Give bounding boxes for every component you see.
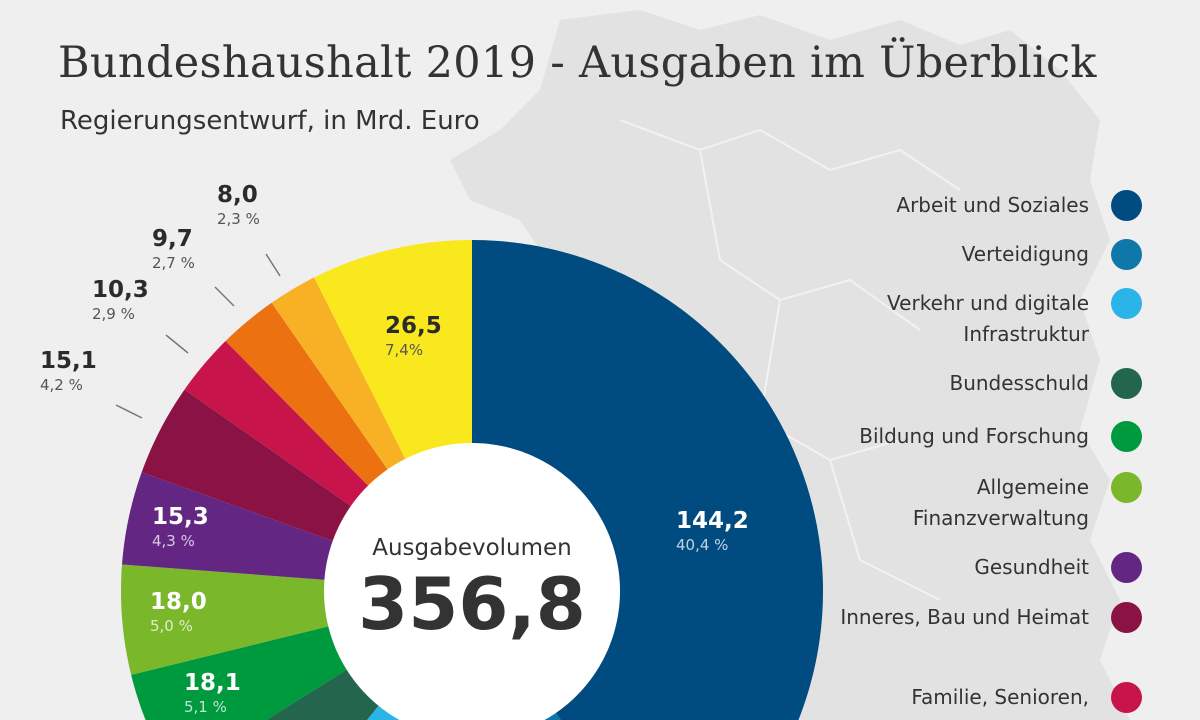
legend-item: Bundesschuld [829, 368, 1142, 399]
slice-label-inneres: 15,1 4,2 % [40, 350, 97, 393]
chart-title: Bundeshaushalt 2019 - Ausgaben im Überbl… [58, 38, 1097, 88]
value-label: 8,0 [217, 182, 258, 208]
legend-label: Bundesschuld [949, 371, 1089, 395]
legend-label: Bildung und Forschung [859, 424, 1089, 448]
value-label: 15,3 [152, 504, 209, 530]
slice-label-light-orange: 8,0 2,3 % [217, 184, 260, 227]
leader-line [265, 253, 281, 277]
percent-label: 2,3 % [217, 210, 260, 228]
legend-swatch [1111, 190, 1142, 221]
percent-label: 5,1 % [184, 698, 227, 716]
percent-label: 7,4% [385, 341, 424, 359]
legend-swatch [1111, 472, 1142, 503]
percent-label: 40,4 % [676, 536, 729, 554]
leader-line [165, 334, 189, 354]
percent-label: 5,0 % [150, 617, 193, 635]
slice-label-yellow: 26,5 7,4% [385, 315, 442, 358]
slice-label-orange: 9,7 2,7 % [152, 228, 195, 271]
percent-label: 2,9 % [92, 305, 135, 323]
value-label: 15,1 [40, 348, 97, 374]
center-caption: Ausgabevolumen [372, 535, 572, 561]
legend-item: Bildung und Forschung [829, 421, 1142, 452]
legend-label: Inneres, Bau und Heimat [840, 605, 1089, 629]
legend-label: Allgemeine Finanzverwaltung [912, 475, 1089, 530]
donut-hole [324, 443, 620, 720]
leader-line [115, 404, 143, 419]
chart-subtitle: Regierungsentwurf, in Mrd. Euro [60, 106, 480, 136]
slice-label-familie: 10,3 2,9 % [92, 279, 149, 322]
legend-item: Allgemeine Finanzverwaltung [829, 472, 1142, 534]
center-total: 356,8 [358, 562, 586, 646]
legend-item: Arbeit und Soziales [829, 190, 1142, 221]
legend-swatch [1111, 552, 1142, 583]
legend-label: Arbeit und Soziales [896, 193, 1089, 217]
value-label: 18,1 [184, 670, 241, 696]
legend-swatch [1111, 288, 1142, 319]
value-label: 10,3 [92, 277, 149, 303]
percent-label: 2,7 % [152, 254, 195, 272]
value-label: 26,5 [385, 313, 442, 339]
legend-item: Verkehr und digitale Infrastruktur [829, 288, 1142, 350]
legend-label: Verkehr und digitale Infrastruktur [887, 291, 1089, 346]
legend-swatch [1111, 682, 1142, 713]
slice-label-finanzverwaltung: 18,0 5,0 % [150, 591, 207, 634]
legend-swatch [1111, 421, 1142, 452]
value-label: 9,7 [152, 226, 193, 252]
legend-item: Gesundheit [829, 552, 1142, 583]
leader-lines [115, 253, 281, 419]
slice-label-arbeit: 144,2 40,4 % [676, 510, 749, 553]
value-label: 144,2 [676, 508, 749, 534]
legend-swatch [1111, 368, 1142, 399]
percent-label: 4,3 % [152, 532, 195, 550]
value-label: 18,0 [150, 589, 207, 615]
percent-label: 4,2 % [40, 376, 83, 394]
legend-item: Verteidigung [829, 239, 1142, 270]
slice-label-gesundheit: 15,3 4,3 % [152, 506, 209, 549]
legend-label: Familie, Senioren, [911, 685, 1089, 709]
legend-swatch [1111, 239, 1142, 270]
legend-label: Verteidigung [961, 242, 1089, 266]
leader-line [214, 286, 235, 307]
legend-swatch [1111, 602, 1142, 633]
legend-item: Inneres, Bau und Heimat [829, 602, 1142, 633]
legend-label: Gesundheit [974, 555, 1089, 579]
slice-label-bildung: 18,1 5,1 % [184, 672, 241, 715]
legend-item: Familie, Senioren, [829, 682, 1142, 713]
